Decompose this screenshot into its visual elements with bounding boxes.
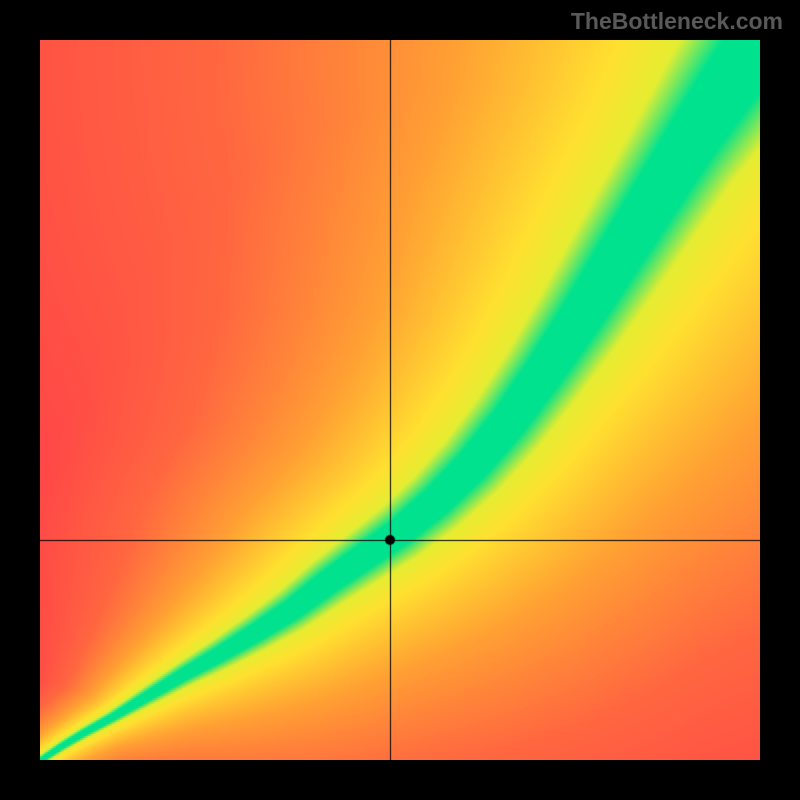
bottleneck-heatmap [40,40,760,760]
chart-container: TheBottleneck.com [0,0,800,800]
watermark-text: TheBottleneck.com [571,8,783,35]
